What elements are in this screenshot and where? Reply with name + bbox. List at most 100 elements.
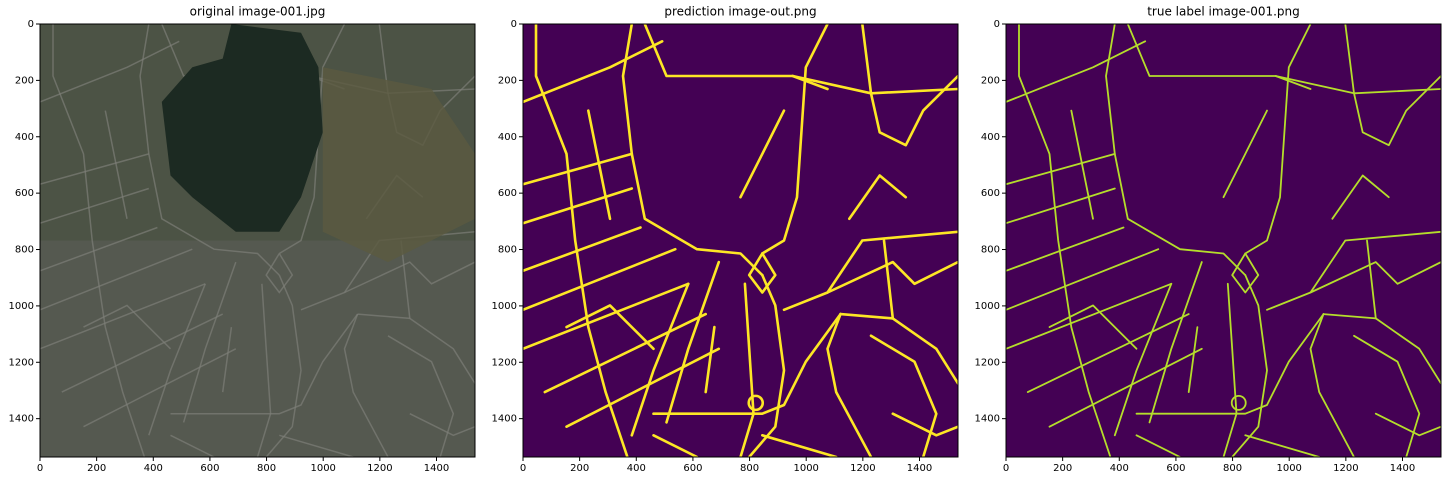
road <box>1006 153 1116 186</box>
park <box>322 67 475 263</box>
road <box>1374 412 1441 437</box>
y-tick-label: 1200 <box>492 357 517 368</box>
road <box>523 282 690 351</box>
urban-texture <box>40 240 475 457</box>
street <box>170 434 215 457</box>
axes-frame <box>39 23 476 458</box>
road <box>534 24 629 457</box>
road <box>565 304 655 351</box>
y-tick-label: 600 <box>981 188 1000 199</box>
y-tick-label: 1400 <box>975 414 1000 425</box>
road <box>1113 282 1173 437</box>
road <box>1366 239 1377 320</box>
y-tick-label: 1000 <box>492 301 517 312</box>
y-tick-label: 600 <box>498 188 517 199</box>
street <box>265 253 294 294</box>
street <box>40 226 158 272</box>
road <box>1231 252 1260 294</box>
street <box>52 24 146 457</box>
road <box>1353 334 1421 457</box>
y-tick-label: 800 <box>981 245 1000 256</box>
y-tick-label: 1400 <box>492 414 517 425</box>
x-tick-label: 600 <box>1166 463 1185 474</box>
y-tick-label: 0 <box>511 19 517 30</box>
road <box>523 247 677 312</box>
x-tick-label: 800 <box>740 463 759 474</box>
road <box>869 334 938 457</box>
x-tick-label: 0 <box>1003 463 1009 474</box>
road <box>523 40 664 104</box>
y-tick-label: 800 <box>15 245 34 256</box>
road <box>630 282 690 437</box>
road <box>869 74 958 147</box>
street <box>148 283 206 436</box>
road <box>747 252 777 294</box>
road <box>704 325 716 394</box>
road <box>1244 24 1312 255</box>
lake <box>161 24 323 232</box>
street <box>343 313 389 457</box>
road <box>782 230 958 312</box>
y-tick-label: 600 <box>15 188 34 199</box>
roundabout <box>1230 394 1247 411</box>
x-tick-label: 0 <box>520 463 526 474</box>
road <box>621 24 764 277</box>
street <box>139 24 280 276</box>
y-tick-label: 400 <box>498 132 517 143</box>
image-panel: true label image-001.png 0 200 400 600 800 100… <box>975 5 1442 474</box>
road <box>1048 304 1138 350</box>
street <box>61 313 224 393</box>
road <box>1222 109 1268 199</box>
road <box>587 109 612 221</box>
road <box>1006 282 1173 350</box>
road <box>1148 261 1203 424</box>
road <box>1135 434 1181 457</box>
street <box>357 313 475 384</box>
y-tick-label: 400 <box>15 132 34 143</box>
x-tick-label: 0 <box>37 463 43 474</box>
x-tick-label: 1000 <box>793 463 818 474</box>
road <box>739 109 786 199</box>
y-tick-label: 1200 <box>975 357 1000 368</box>
road <box>1187 326 1199 393</box>
road <box>1309 261 1441 294</box>
road <box>1026 313 1190 393</box>
road <box>1309 313 1355 457</box>
panel-title: prediction image-out.png <box>664 5 816 19</box>
axes-frame <box>1005 23 1442 458</box>
road <box>543 312 707 394</box>
mask-background <box>523 24 958 457</box>
road <box>643 24 829 91</box>
road <box>652 312 842 415</box>
street <box>40 248 193 311</box>
y-tick-label: 1200 <box>9 357 34 368</box>
x-tick-label: 1000 <box>310 463 335 474</box>
street <box>344 261 475 294</box>
road <box>1105 24 1247 276</box>
road <box>882 239 895 320</box>
street <box>83 304 172 350</box>
x-tick-label: 400 <box>627 463 646 474</box>
road <box>1006 187 1116 225</box>
x-tick-label: 600 <box>683 463 702 474</box>
image-panel: prediction image-out.png 0 200 400 600 800 100… <box>492 5 959 474</box>
road <box>891 412 958 437</box>
road <box>861 24 873 95</box>
road <box>848 174 908 221</box>
road <box>1353 75 1441 147</box>
road <box>1126 24 1312 90</box>
x-tick-label: 200 <box>570 463 589 474</box>
image <box>1006 24 1441 457</box>
road <box>1135 313 1325 415</box>
road <box>1006 248 1160 311</box>
road <box>1344 24 1355 95</box>
road <box>739 282 755 457</box>
road <box>1331 174 1390 220</box>
x-tick-label: 1000 <box>1276 463 1301 474</box>
x-tick-label: 1200 <box>850 463 875 474</box>
road <box>1006 40 1147 103</box>
street <box>279 434 354 457</box>
road <box>523 226 642 273</box>
street <box>40 187 150 224</box>
